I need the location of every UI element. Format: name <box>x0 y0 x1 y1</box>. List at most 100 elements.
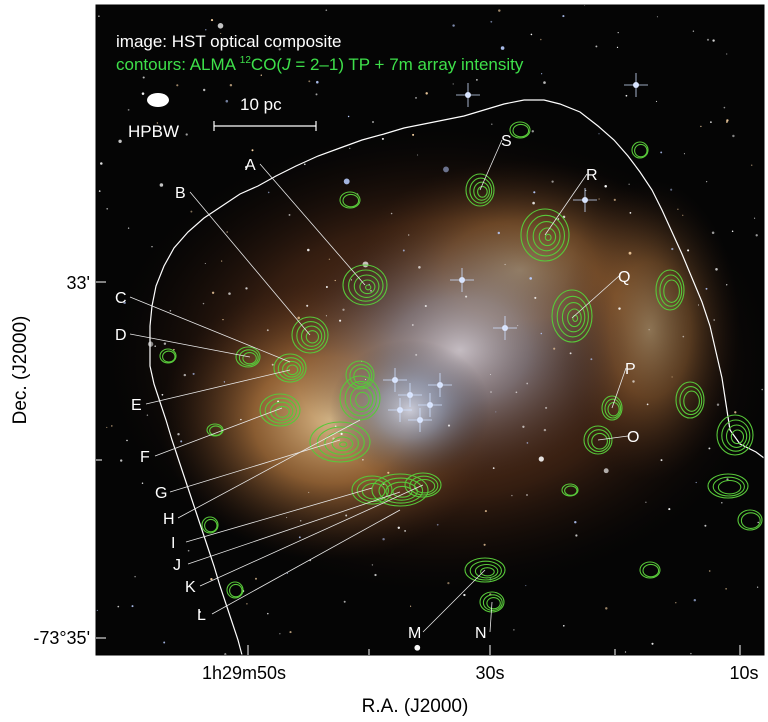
star <box>198 610 201 613</box>
star <box>111 425 113 427</box>
star <box>755 234 758 237</box>
star <box>465 295 468 298</box>
star <box>343 600 346 603</box>
source-label-o: O <box>627 429 639 446</box>
leader-line <box>154 407 283 457</box>
star <box>141 482 144 485</box>
source-label-c: C <box>115 290 127 307</box>
star <box>151 246 153 248</box>
star <box>677 208 679 210</box>
star <box>370 289 372 292</box>
star <box>526 494 528 496</box>
star <box>489 373 492 376</box>
star <box>443 166 449 173</box>
star <box>146 414 149 416</box>
star <box>163 641 166 644</box>
star-field <box>96 5 763 655</box>
source-label-r: R <box>586 167 598 184</box>
star <box>245 165 248 169</box>
star <box>225 99 229 103</box>
star <box>240 418 242 421</box>
star <box>254 59 257 61</box>
star <box>700 125 702 128</box>
star <box>98 190 101 192</box>
star <box>706 181 708 183</box>
co-contour <box>300 325 323 347</box>
star <box>671 247 674 251</box>
star <box>603 468 609 474</box>
star <box>706 38 710 41</box>
star <box>715 268 718 271</box>
leader-line <box>129 333 251 358</box>
co-contour <box>324 431 359 455</box>
star <box>267 191 270 194</box>
star <box>223 381 226 383</box>
star <box>255 577 257 580</box>
star <box>530 33 533 36</box>
co-contour <box>480 567 495 577</box>
co-contour <box>162 350 176 363</box>
star <box>205 29 207 31</box>
star <box>424 304 427 308</box>
co-contour <box>631 141 649 159</box>
source-label-k: K <box>185 579 196 596</box>
star <box>408 234 410 236</box>
star <box>511 494 513 497</box>
star <box>754 217 756 219</box>
star <box>325 315 327 317</box>
star <box>605 607 608 610</box>
y-tick-label: 33' <box>67 273 90 293</box>
star <box>154 345 156 347</box>
star <box>106 426 108 428</box>
x-tick-label: 1h29m50s <box>202 663 286 683</box>
co-contour <box>365 284 372 291</box>
star <box>390 212 393 215</box>
co-contour <box>359 279 376 295</box>
star <box>574 520 577 524</box>
co-contour <box>532 221 561 252</box>
star <box>418 266 421 269</box>
co-contour <box>591 432 608 450</box>
header-image-caption: image: HST optical composite <box>116 32 342 51</box>
co-contour <box>465 173 495 207</box>
star <box>595 45 598 48</box>
co-contour <box>663 279 680 303</box>
co-contour <box>486 597 501 610</box>
co-contour <box>344 380 377 417</box>
header-contour-caption: contours: ALMA 12CO(J = 2–1) TP + 7m arr… <box>116 55 524 74</box>
star <box>221 260 223 262</box>
star <box>211 291 215 294</box>
star <box>315 93 318 96</box>
star <box>271 363 274 366</box>
star <box>585 189 587 191</box>
co-contour <box>269 401 294 421</box>
star <box>562 624 565 627</box>
star <box>417 154 419 156</box>
star <box>598 198 600 200</box>
co-contour <box>707 473 749 499</box>
co-contour <box>464 557 506 583</box>
star <box>545 406 548 409</box>
star <box>371 564 374 566</box>
star <box>734 411 737 414</box>
header-contour-co: CO( <box>251 55 283 74</box>
star <box>660 459 663 462</box>
star <box>260 74 262 76</box>
y-axis-title: Dec. (J2000) <box>10 316 31 425</box>
star <box>343 178 350 185</box>
star <box>316 80 319 84</box>
leader-line <box>169 439 341 493</box>
co-contour <box>342 264 388 306</box>
star <box>693 598 697 602</box>
co-contour <box>717 479 742 495</box>
source-label-f: F <box>140 449 150 466</box>
leader-line <box>187 491 401 565</box>
star <box>372 121 374 123</box>
star <box>334 279 336 282</box>
co-contour <box>556 295 589 338</box>
star <box>397 526 400 529</box>
co-contour <box>345 360 375 390</box>
star <box>362 458 364 461</box>
star <box>726 478 729 481</box>
star <box>716 403 720 406</box>
